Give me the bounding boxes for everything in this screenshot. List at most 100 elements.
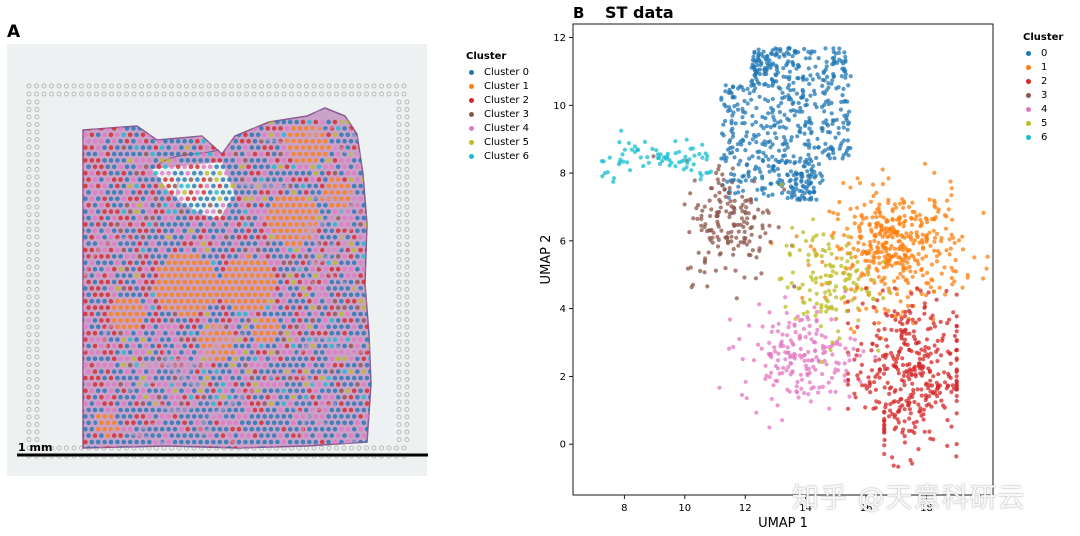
point-cluster-0 [826,152,831,157]
point-cluster-0 [719,156,724,161]
point-cluster-0 [723,159,728,164]
point-cluster-2 [875,372,880,377]
point-cluster-0 [727,140,732,145]
point-cluster-2 [895,311,900,316]
point-cluster-1 [885,234,890,240]
point-cluster-2 [863,286,868,291]
point-cluster-4 [823,335,828,340]
point-cluster-2 [892,389,897,394]
point-cluster-0 [762,139,767,144]
point-cluster-1 [879,250,884,255]
point-cluster-2 [871,305,876,310]
point-cluster-1 [884,249,889,254]
point-cluster-2 [890,455,895,460]
panel-b-legend-marker-1 [1026,64,1031,70]
point-cluster-6 [681,167,686,172]
point-cluster-6 [642,139,648,144]
point-cluster-0 [768,145,773,150]
point-cluster-0 [735,102,740,107]
panel-a-legend-label-3: Cluster 3 [484,108,530,120]
point-cluster-1 [827,209,832,214]
point-cluster-3 [715,177,720,182]
point-cluster-2 [896,399,901,404]
point-cluster-5 [829,251,834,256]
point-cluster-2 [914,350,919,355]
point-cluster-5 [842,285,847,290]
point-cluster-0 [834,86,839,91]
point-cluster-2 [901,373,906,378]
point-cluster-0 [796,50,801,55]
point-cluster-4 [731,344,736,350]
point-cluster-3 [692,178,697,183]
point-cluster-0 [788,97,794,102]
point-cluster-0 [754,58,759,63]
point-cluster-1 [874,215,879,220]
point-cluster-2 [911,329,916,334]
point-cluster-4 [814,309,819,315]
point-cluster-3 [752,179,757,184]
point-cluster-4 [784,368,789,373]
point-cluster-3 [688,265,693,270]
point-cluster-0 [800,75,805,80]
point-cluster-0 [760,187,765,192]
point-cluster-1 [877,230,883,235]
point-cluster-2 [895,417,900,422]
point-cluster-4 [827,406,832,411]
point-cluster-2 [882,326,887,332]
point-cluster-1 [895,260,900,265]
point-cluster-1 [874,190,879,195]
point-cluster-0 [830,121,835,126]
point-cluster-2 [954,367,959,372]
point-cluster-0 [742,121,747,126]
point-cluster-4 [780,332,785,337]
point-cluster-0 [770,167,775,172]
point-cluster-4 [802,358,807,363]
point-cluster-5 [813,250,818,255]
point-cluster-4 [858,379,863,384]
point-cluster-1 [923,293,929,298]
point-cluster-1 [972,255,977,260]
point-cluster-0 [773,46,778,51]
point-cluster-0 [755,70,760,75]
point-cluster-2 [919,347,924,352]
point-cluster-1 [956,238,962,243]
point-cluster-5 [839,256,844,261]
point-cluster-1 [897,221,902,226]
point-cluster-2 [873,358,878,363]
point-cluster-0 [785,61,790,66]
point-cluster-2 [942,370,947,375]
point-cluster-2 [902,341,907,346]
point-cluster-0 [756,132,761,137]
point-cluster-6 [641,164,646,169]
point-cluster-2 [898,327,903,333]
point-cluster-2 [902,440,907,445]
panel-b-legend-label-2: 2 [1041,75,1048,87]
point-cluster-1 [880,182,885,187]
point-cluster-1 [837,200,842,205]
point-cluster-4 [781,365,786,370]
point-cluster-6 [677,149,682,154]
point-cluster-3 [730,166,735,171]
panel-b-legend-label-6: 6 [1041,131,1048,143]
point-cluster-1 [949,186,954,191]
point-cluster-0 [846,83,851,88]
panel-b-letter: B [573,4,585,22]
point-cluster-4 [814,331,819,336]
point-cluster-0 [766,98,771,104]
point-cluster-4 [770,324,775,329]
point-cluster-2 [913,320,918,325]
point-cluster-0 [802,46,807,52]
point-cluster-2 [948,361,953,366]
point-cluster-1 [904,266,909,271]
point-cluster-5 [848,273,853,278]
point-cluster-4 [857,353,863,358]
point-cluster-3 [708,213,713,219]
point-cluster-0 [781,52,786,57]
point-cluster-5 [837,336,842,341]
point-cluster-6 [624,160,630,165]
point-cluster-6 [622,147,627,152]
point-cluster-1 [939,239,944,244]
tissue-fibers [83,108,371,448]
point-cluster-0 [757,81,762,86]
point-cluster-2 [954,411,959,416]
